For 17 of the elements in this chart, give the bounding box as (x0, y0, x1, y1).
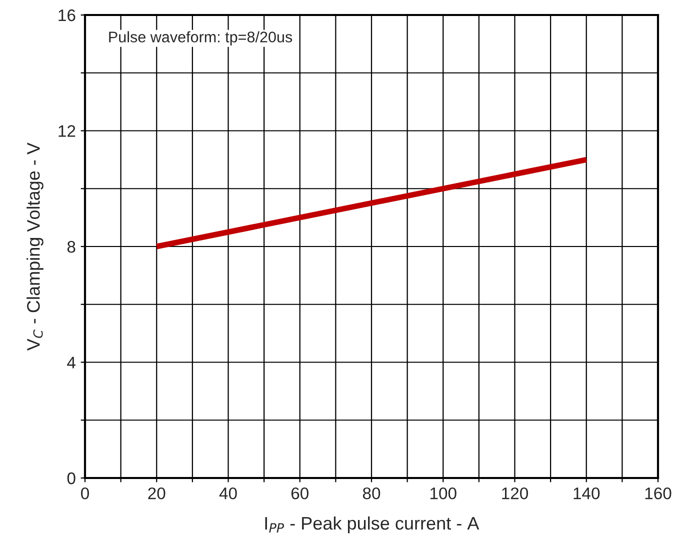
y-axis-title: V$_{C}$ - Clamping Voltage - V (26, 142, 44, 351)
annotation: Pulse waveform: tp=8/20us (109, 31, 292, 46)
x-tick-label: 40 (219, 487, 237, 500)
x-tick-label: 0 (81, 487, 89, 500)
y-tick-label: 0 (67, 472, 76, 484)
x-tick-label: 20 (148, 487, 166, 500)
y-tick-label: 12 (58, 125, 76, 137)
x-tick-label: 140 (574, 487, 600, 500)
x-tick-label: 80 (362, 487, 380, 500)
x-tick-label: 100 (430, 487, 456, 500)
x-tick-label: 60 (291, 487, 308, 500)
x-axis-title: I$_{PP}$ - Peak pulse current - A (265, 516, 480, 534)
x-tick-label: 160 (645, 487, 672, 500)
y-tick-label: 16 (58, 9, 76, 22)
x-tick-label: 120 (502, 487, 528, 500)
y-tick-label: 4 (67, 356, 76, 368)
y-tick-label: 8 (67, 240, 76, 253)
